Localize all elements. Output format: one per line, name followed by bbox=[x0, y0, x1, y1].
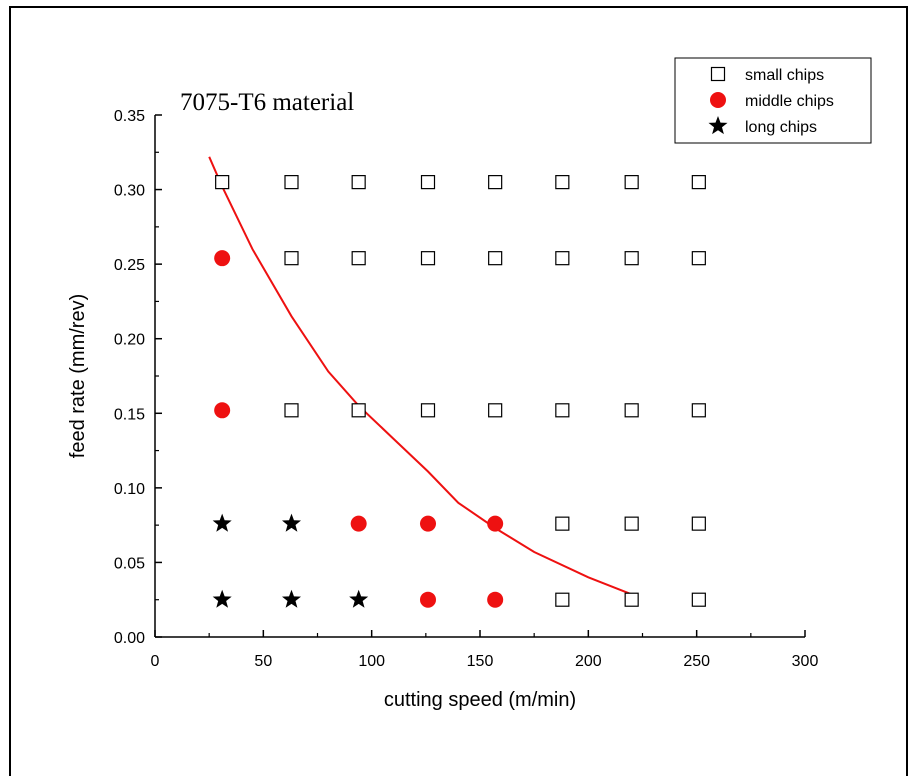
legend-marker-middle-chips bbox=[710, 92, 726, 108]
point-small-chips-23 bbox=[624, 516, 639, 531]
point-long-chips-4 bbox=[349, 589, 369, 608]
point-long-chips-2 bbox=[212, 589, 232, 608]
point-small-chips-18 bbox=[488, 403, 503, 418]
point-small-chips-6 bbox=[624, 175, 639, 190]
points-layer bbox=[212, 175, 706, 608]
y-tick-label: 0.10 bbox=[114, 481, 145, 498]
legend-label: long chips bbox=[745, 119, 817, 136]
legend-items: small chips middle chips long chips bbox=[708, 66, 834, 136]
y-tick-label: 0.25 bbox=[114, 257, 145, 274]
point-small-chips-21 bbox=[691, 403, 706, 418]
y-tick-label: 0.35 bbox=[114, 108, 145, 125]
y-tick-label: 0.15 bbox=[114, 406, 145, 423]
y-tick-label: 0.05 bbox=[114, 555, 145, 572]
point-long-chips-1 bbox=[281, 513, 302, 532]
point-middle-chips-1 bbox=[214, 402, 231, 419]
point-small-chips-20 bbox=[624, 403, 639, 418]
point-small-chips-9 bbox=[351, 251, 366, 266]
point-middle-chips-3 bbox=[420, 515, 436, 532]
point-small-chips-19 bbox=[555, 403, 570, 418]
legend: small chips middle chips long chips bbox=[674, 57, 872, 144]
chart-title: 7075-T6 material bbox=[180, 89, 354, 116]
point-middle-chips-2 bbox=[350, 515, 367, 532]
legend-label: small chips bbox=[745, 67, 824, 84]
legend-box bbox=[674, 57, 872, 144]
point-small-chips-10 bbox=[420, 251, 436, 266]
point-small-chips-3 bbox=[420, 175, 436, 190]
point-small-chips-14 bbox=[691, 251, 706, 266]
curve-layer bbox=[208, 156, 635, 597]
point-small-chips-24 bbox=[691, 516, 706, 531]
point-small-chips-12 bbox=[555, 251, 570, 266]
point-small-chips-25 bbox=[555, 592, 570, 607]
legend-label: middle chips bbox=[745, 93, 834, 110]
x-tick-label: 100 bbox=[358, 653, 385, 670]
x-tick-label: 200 bbox=[575, 653, 602, 670]
point-middle-chips-0 bbox=[214, 250, 231, 267]
legend-marker-small-chips bbox=[710, 66, 726, 82]
point-small-chips-4 bbox=[488, 175, 503, 190]
point-small-chips-5 bbox=[555, 175, 570, 190]
point-small-chips-13 bbox=[624, 251, 639, 266]
point-small-chips-7 bbox=[691, 175, 706, 190]
point-small-chips-27 bbox=[691, 592, 706, 607]
y-axis-title: feed rate (mm/rev) bbox=[67, 294, 89, 458]
legend-marker-long-chips bbox=[708, 116, 728, 135]
point-small-chips-8 bbox=[284, 251, 299, 266]
y-tick-label: 0.30 bbox=[114, 183, 145, 200]
point-small-chips-16 bbox=[351, 403, 366, 418]
boundary-curve bbox=[208, 156, 635, 597]
point-small-chips-1 bbox=[284, 175, 299, 190]
x-tick-label: 0 bbox=[151, 653, 160, 670]
ticks-layer: 0 50 100 150 200 250 300 0.00 0.05 0.10 0.15 0.20 0.… bbox=[114, 108, 819, 670]
point-small-chips-0 bbox=[215, 175, 230, 190]
point-long-chips-0 bbox=[212, 513, 232, 532]
point-small-chips-11 bbox=[488, 251, 503, 266]
y-tick-label: 0.00 bbox=[114, 630, 145, 647]
point-middle-chips-6 bbox=[487, 591, 504, 608]
figure-frame bbox=[9, 6, 908, 776]
point-small-chips-17 bbox=[420, 403, 436, 418]
x-tick-label: 250 bbox=[683, 653, 710, 670]
x-tick-label: 50 bbox=[254, 653, 272, 670]
point-middle-chips-5 bbox=[420, 591, 436, 608]
point-small-chips-15 bbox=[284, 403, 299, 418]
x-axis-title: cutting speed (m/min) bbox=[384, 689, 576, 711]
point-small-chips-2 bbox=[351, 175, 366, 190]
x-tick-label: 150 bbox=[467, 653, 494, 670]
point-middle-chips-4 bbox=[487, 515, 504, 532]
y-tick-label: 0.20 bbox=[114, 332, 145, 349]
point-small-chips-22 bbox=[555, 516, 570, 531]
x-tick-label: 300 bbox=[792, 653, 819, 670]
point-long-chips-3 bbox=[281, 589, 302, 608]
point-small-chips-26 bbox=[624, 592, 639, 607]
